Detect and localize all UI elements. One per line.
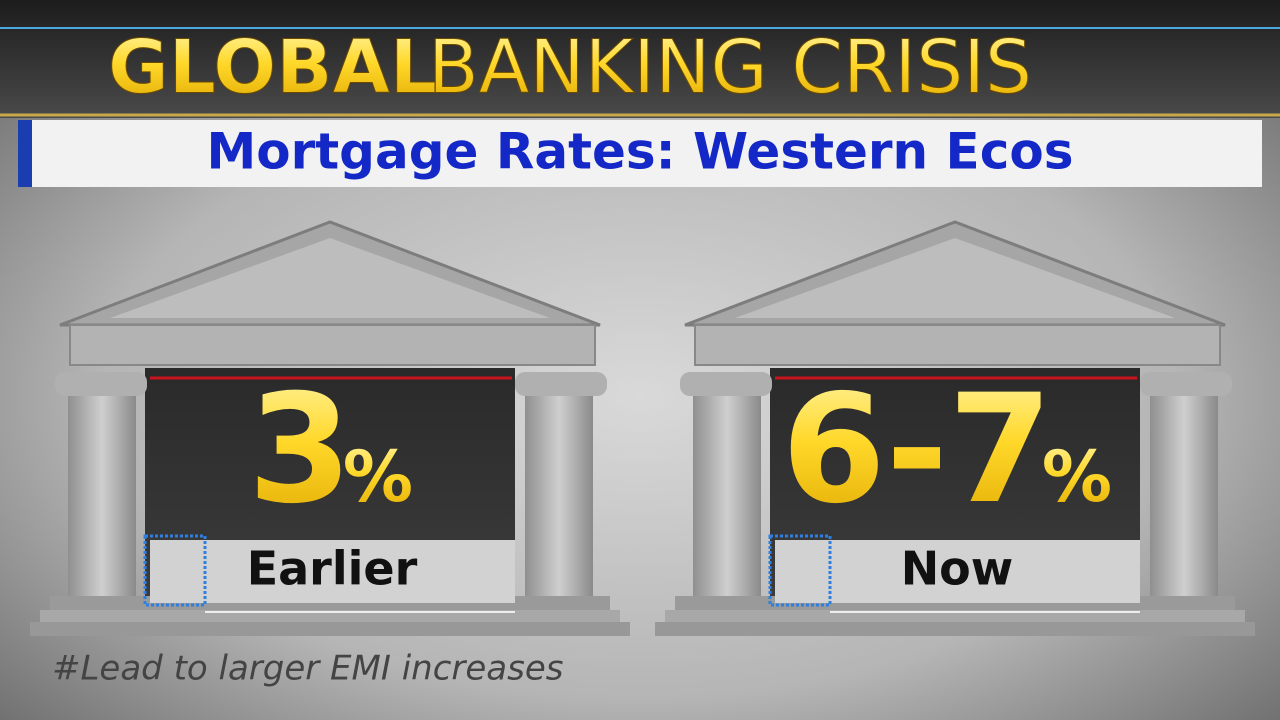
panel-unit: % — [343, 436, 413, 518]
panel-unit: % — [1042, 436, 1112, 518]
title-bold: GLOBAL — [108, 25, 437, 111]
panel: 3 % Earlier — [28, 220, 632, 638]
panel-label: Earlier — [247, 542, 418, 596]
subtitle: Mortgage Rates: Western Ecos — [207, 123, 1074, 181]
subtitle-band — [18, 120, 1262, 187]
panel: 6-7 % Now — [653, 220, 1257, 638]
footer-note: #Lead to larger EMI increases — [52, 649, 563, 689]
panel-label: Now — [901, 542, 1014, 596]
panel-value: 3 — [248, 363, 352, 537]
title: BANKING CRISIS — [428, 25, 1032, 111]
panel-value: 6-7 — [782, 363, 1053, 537]
header-band — [0, 0, 1280, 118]
